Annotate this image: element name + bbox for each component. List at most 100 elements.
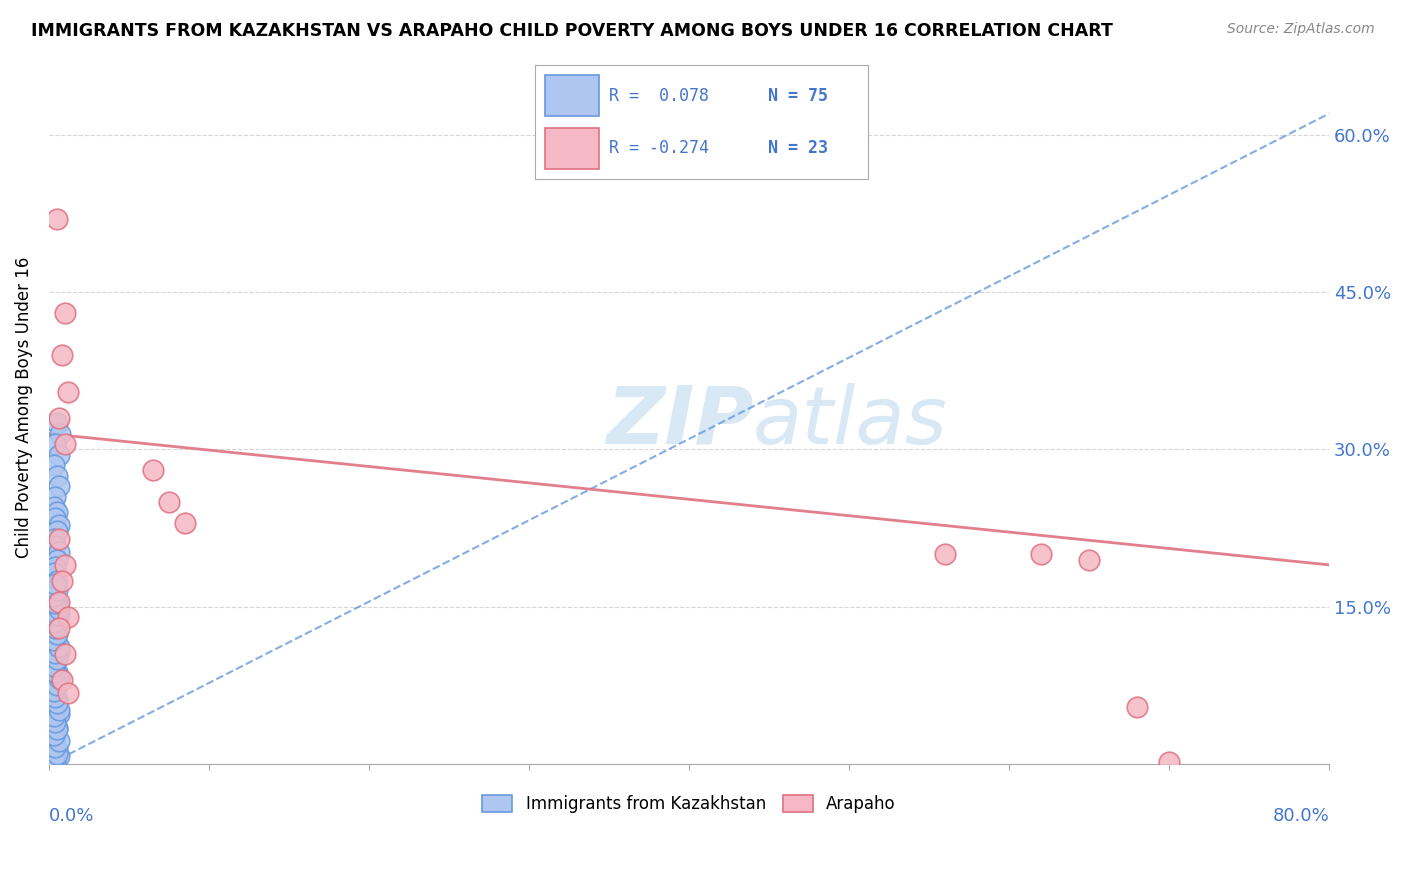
Point — [42, 615, 65, 629]
Point — [42, 500, 65, 515]
Point — [44, 490, 66, 504]
Point — [46, 524, 69, 539]
Point — [44, 755, 66, 769]
Point — [42, 623, 65, 637]
Point — [48, 671, 70, 685]
Point — [46, 677, 69, 691]
Point — [44, 646, 66, 660]
Point — [174, 516, 197, 530]
Point — [46, 608, 69, 623]
Point — [46, 468, 69, 483]
Point — [46, 211, 69, 226]
Point — [48, 644, 70, 658]
Point — [56, 384, 79, 399]
Point — [46, 697, 69, 711]
Point — [42, 728, 65, 742]
Point — [46, 652, 69, 666]
Point — [48, 640, 70, 654]
Point — [42, 734, 65, 748]
Point — [42, 590, 65, 604]
Point — [44, 629, 66, 643]
Point — [42, 532, 65, 546]
Text: Source: ZipAtlas.com: Source: ZipAtlas.com — [1227, 22, 1375, 37]
Point — [51, 348, 73, 362]
Point — [53, 558, 76, 572]
Point — [42, 709, 65, 723]
Point — [46, 722, 69, 736]
Y-axis label: Child Poverty Among Boys Under 16: Child Poverty Among Boys Under 16 — [15, 257, 32, 558]
Point — [53, 647, 76, 661]
Point — [48, 545, 70, 559]
Point — [48, 706, 70, 721]
Point — [44, 665, 66, 679]
Point — [46, 615, 69, 630]
Point — [1029, 548, 1052, 562]
Point — [48, 621, 70, 635]
Point — [1157, 755, 1180, 769]
Point — [44, 715, 66, 730]
Point — [56, 686, 79, 700]
Point — [42, 686, 65, 700]
Point — [46, 627, 69, 641]
Point — [42, 752, 65, 766]
Point — [46, 747, 69, 761]
Point — [44, 650, 66, 665]
Point — [49, 426, 72, 441]
Point — [46, 594, 69, 608]
Point — [44, 740, 66, 755]
Point — [48, 748, 70, 763]
Point — [46, 721, 69, 735]
Point — [46, 574, 69, 588]
Point — [934, 548, 956, 562]
Point — [1078, 552, 1101, 566]
Point — [42, 566, 65, 581]
Point — [46, 583, 69, 598]
Point — [48, 448, 70, 462]
Text: 80.0%: 80.0% — [1272, 807, 1329, 825]
Point — [48, 594, 70, 608]
Point — [44, 621, 66, 635]
Point — [42, 713, 65, 727]
Point — [44, 699, 66, 714]
Point — [44, 510, 66, 524]
Point — [48, 703, 70, 717]
Text: ZIP: ZIP — [606, 383, 754, 461]
Point — [44, 560, 66, 574]
Point — [44, 596, 66, 610]
Point — [48, 518, 70, 533]
Point — [56, 610, 79, 624]
Point — [44, 679, 66, 693]
Point — [44, 576, 66, 591]
Point — [44, 539, 66, 553]
Point — [42, 683, 65, 698]
Point — [157, 495, 180, 509]
Point — [42, 657, 65, 672]
Point — [51, 574, 73, 588]
Point — [42, 633, 65, 648]
Point — [42, 587, 65, 601]
Text: atlas: atlas — [754, 383, 948, 461]
Point — [48, 608, 70, 623]
Point — [1126, 699, 1149, 714]
Point — [46, 741, 69, 756]
Point — [46, 665, 69, 679]
Point — [46, 416, 69, 430]
Point — [53, 437, 76, 451]
Point — [46, 505, 69, 519]
Point — [44, 602, 66, 616]
Point — [46, 552, 69, 566]
Point — [48, 479, 70, 493]
Point — [48, 671, 70, 685]
Text: IMMIGRANTS FROM KAZAKHSTAN VS ARAPAHO CHILD POVERTY AMONG BOYS UNDER 16 CORRELAT: IMMIGRANTS FROM KAZAKHSTAN VS ARAPAHO CH… — [31, 22, 1112, 40]
Point — [48, 411, 70, 425]
Point — [42, 458, 65, 473]
Point — [44, 581, 66, 595]
Legend: Immigrants from Kazakhstan, Arapaho: Immigrants from Kazakhstan, Arapaho — [475, 789, 903, 820]
Point — [48, 734, 70, 748]
Point — [48, 532, 70, 546]
Point — [44, 437, 66, 451]
Point — [53, 306, 76, 320]
Point — [142, 463, 165, 477]
Point — [48, 602, 70, 616]
Text: 0.0%: 0.0% — [49, 807, 94, 825]
